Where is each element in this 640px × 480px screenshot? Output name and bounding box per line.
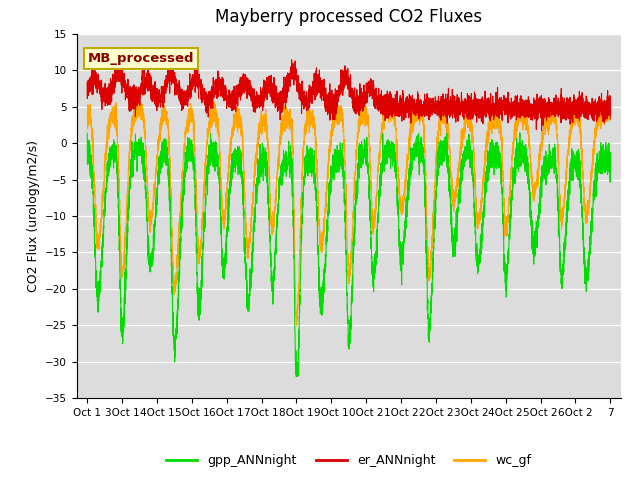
Text: MB_processed: MB_processed [88,52,194,65]
Title: Mayberry processed CO2 Fluxes: Mayberry processed CO2 Fluxes [215,9,483,26]
Y-axis label: CO2 Flux (urology/m2/s): CO2 Flux (urology/m2/s) [26,140,40,292]
Legend: gpp_ANNnight, er_ANNnight, wc_gf: gpp_ANNnight, er_ANNnight, wc_gf [161,449,536,472]
